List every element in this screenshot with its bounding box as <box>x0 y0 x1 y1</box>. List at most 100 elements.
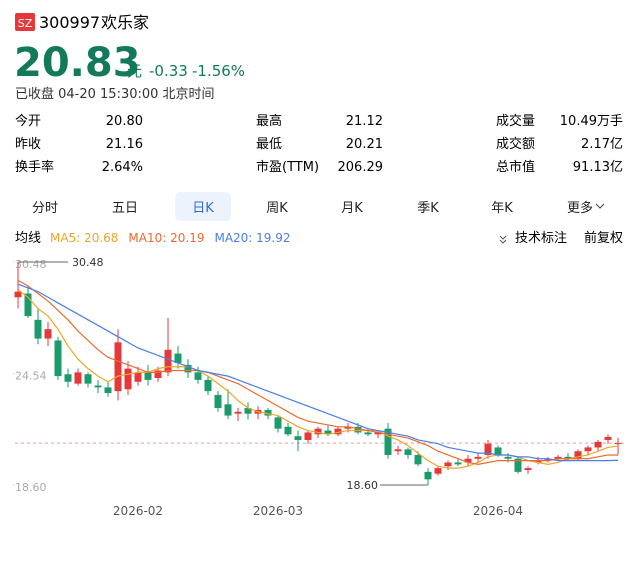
candle-body <box>214 394 222 409</box>
change: -0.33 <box>149 62 188 80</box>
stat-value: 21.12 <box>346 114 383 129</box>
candle-body <box>144 372 152 380</box>
stat-label: 成交额 <box>496 136 535 152</box>
candle-body <box>194 372 202 380</box>
candle-body <box>494 447 502 455</box>
stat-label: 总市值 <box>496 159 535 175</box>
legend-entry: MA5: 20.68 <box>50 231 118 245</box>
candle-body <box>74 372 82 384</box>
candle-body <box>174 353 182 363</box>
legend: MA5: 20.68 MA10: 20.19 MA20: 19.92 <box>50 231 291 245</box>
x-tick-label: 2026-04 <box>473 504 523 518</box>
candle-body <box>34 319 42 339</box>
candle-body <box>364 432 372 435</box>
x-tick-label: 2026-03 <box>253 504 303 518</box>
candle-body <box>94 385 102 388</box>
stock-name: 欢乐家 <box>101 13 149 32</box>
candle-body <box>544 458 552 461</box>
candle-body <box>134 372 142 382</box>
tool[interactable]: 技术标注 <box>515 231 567 246</box>
legend-entry: MA20: 19.92 <box>214 231 290 245</box>
candle-body <box>234 411 242 414</box>
tool[interactable]: 前复权 <box>584 230 623 246</box>
candle-body <box>614 443 622 445</box>
candle-body <box>354 426 362 433</box>
candle-body <box>124 368 132 390</box>
stat-value: 20.21 <box>346 137 383 152</box>
candle-body <box>484 443 492 455</box>
candle-body <box>224 404 232 416</box>
stat-label: 最高 <box>256 113 282 129</box>
candle-body <box>534 460 542 463</box>
tab[interactable]: 年K <box>491 201 513 216</box>
ma-label: 均线 <box>15 231 41 246</box>
stat-value: 21.16 <box>106 137 143 152</box>
tool-icon <box>499 235 507 244</box>
price: 20.83 <box>14 40 141 86</box>
candle-body <box>44 329 52 339</box>
active-tab-bg <box>175 192 231 221</box>
menu-chevron <box>595 203 605 209</box>
tab[interactable]: 周K <box>266 201 288 216</box>
candle-body <box>594 441 602 448</box>
ma-line <box>17 279 619 465</box>
candle-body <box>374 432 382 435</box>
candle-body <box>384 428 392 455</box>
candle-body <box>574 451 582 459</box>
candle-body <box>414 454 422 465</box>
y-tick-label: 30.48 <box>15 258 47 271</box>
candlestick-chart: 30.48 24.54 18.60 2026-02 2026-03 2026-04 30.4… <box>13 256 625 518</box>
candle-body <box>154 370 162 379</box>
ma-line <box>17 289 619 469</box>
x-tick-label: 2026-02 <box>113 504 163 518</box>
candle-body <box>394 449 402 452</box>
candle-body <box>474 456 482 459</box>
candle-body <box>564 456 572 459</box>
market-status: 已收盘 04-20 15:30:00 北京时间 <box>15 86 215 102</box>
candle-body <box>444 462 452 467</box>
candle-body <box>164 349 172 373</box>
change-pct: -1.56% <box>192 62 245 80</box>
candle-body <box>434 468 442 474</box>
tab[interactable]: 季K <box>417 201 439 216</box>
candle-body <box>454 462 462 465</box>
candle-body <box>314 428 322 435</box>
candle-body <box>464 458 472 463</box>
stat-label: 市盈(TTM) <box>256 159 319 175</box>
period-tabs: 分时 五日 日K 周K 月K 季K 年K 更多 <box>32 192 605 221</box>
exchange: SZ <box>18 17 33 30</box>
tab[interactable]: 日K <box>192 201 214 216</box>
stat-label: 今开 <box>15 113 41 129</box>
stat-value: 10.49万手 <box>560 114 623 129</box>
tab[interactable]: 月K <box>341 201 363 216</box>
candle-body <box>244 408 252 414</box>
candle-body <box>604 436 612 440</box>
candle-body <box>554 456 562 459</box>
tab[interactable]: 分时 <box>32 201 58 216</box>
ma-line <box>17 283 619 462</box>
candle-body <box>504 456 512 459</box>
stat-label: 成交量 <box>496 113 535 129</box>
high-label: 30.48 <box>72 256 104 269</box>
candle-body <box>344 426 352 429</box>
candle-body <box>524 468 532 470</box>
candle-body <box>64 374 72 382</box>
candle-body <box>584 447 592 452</box>
candle-body <box>304 432 312 440</box>
candle-body <box>84 374 92 384</box>
exchange-badge <box>15 13 35 31</box>
candle-body <box>334 428 342 435</box>
y-tick-label: 18.60 <box>15 481 47 494</box>
candle-body <box>24 293 32 317</box>
stat-label: 最低 <box>256 137 282 152</box>
tab[interactable]: 五日 <box>112 201 138 216</box>
candle-body <box>424 471 432 480</box>
candle-body <box>104 387 112 394</box>
y-tick-label: 24.54 <box>15 370 47 383</box>
candle-body <box>324 430 332 435</box>
candle-body <box>114 342 122 392</box>
tab[interactable]: 更多 <box>567 200 593 216</box>
candle-body <box>184 364 192 373</box>
